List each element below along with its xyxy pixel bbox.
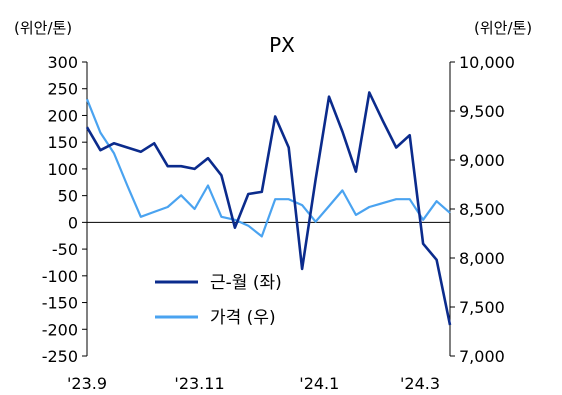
y-right-axis: 10,000 9,500 9,000 8,500 8,000 7,500 7,000 [449, 53, 515, 366]
x-tick-label: '23.9 [67, 374, 107, 393]
y-left-tick-label: -100 [42, 267, 78, 286]
chart-title: PX [269, 33, 295, 57]
series-layer [85, 91, 452, 326]
legend-label-price: 가격 (우) [210, 308, 276, 328]
y-left-tick-label: 0 [68, 213, 78, 232]
y-left-tick-label: 150 [47, 133, 78, 152]
y-left-tick-label: -150 [42, 294, 78, 313]
x-tick-label: '24.3 [400, 374, 440, 393]
y-left-tick-label: 200 [47, 106, 78, 125]
y-right-tick-label: 7,000 [459, 347, 505, 366]
series-line-spread [85, 91, 452, 326]
y-left-tick-label: 300 [47, 53, 78, 72]
y-left-tick-label: 250 [47, 80, 78, 99]
y-right-tick-label: 7,500 [459, 298, 505, 317]
y-right-unit-label: (위안/톤) [474, 19, 532, 37]
y-left-unit-label: (위안/톤) [14, 19, 72, 37]
x-axis: '23.9 '23.11 '24.1 '24.3 [67, 221, 450, 393]
x-tick-label: '24.1 [299, 374, 339, 393]
y-left-tick-label: 50 [58, 187, 78, 206]
y-right-tick-label: 8,500 [459, 200, 505, 219]
y-right-tick-label: 8,000 [459, 249, 505, 268]
y-left-tick-label: -250 [42, 347, 78, 366]
y-left-tick-label: -200 [42, 320, 78, 339]
y-right-tick-label: 9,500 [459, 102, 505, 121]
y-right-tick-label: 10,000 [459, 53, 515, 72]
legend: 근-월 (좌) 가격 (우) [155, 273, 282, 328]
legend-label-spread: 근-월 (좌) [210, 273, 282, 293]
y-right-tick-label: 9,000 [459, 151, 505, 170]
y-left-tick-label: 100 [47, 160, 78, 179]
x-tick-label: '23.11 [174, 374, 224, 393]
y-left-tick-label: -50 [52, 240, 78, 259]
y-left-axis: 300 250 200 150 100 50 0 -50 -100 -150 -200 -250 [42, 53, 88, 366]
series-line-price [85, 98, 451, 238]
